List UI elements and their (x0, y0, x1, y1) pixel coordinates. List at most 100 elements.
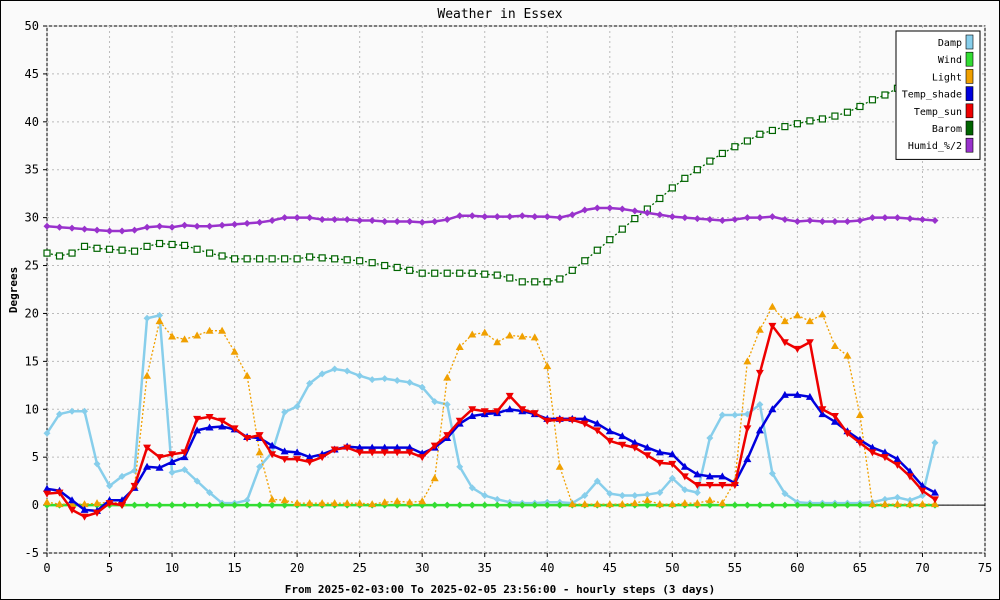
temp-shade-point (680, 462, 689, 470)
light-point (793, 311, 802, 319)
humid-2-point (493, 213, 501, 221)
humid-2-point (556, 214, 564, 222)
damp-point (93, 460, 101, 468)
barom-point (581, 257, 589, 265)
temp-sun-point (655, 459, 664, 467)
temp-shade-point (580, 414, 589, 422)
x-tick-label: 65 (853, 561, 867, 575)
humid-2-point (806, 217, 814, 225)
series-line-light (46, 305, 935, 505)
damp-point (56, 410, 64, 418)
wind-point (256, 501, 264, 509)
damp-point (706, 434, 714, 442)
damp-point (106, 482, 114, 490)
humid-2-point (506, 213, 514, 221)
humid-2-point (706, 216, 714, 224)
barom-point (343, 256, 351, 264)
barom-point (881, 91, 889, 99)
y-tick-label: 45 (25, 67, 39, 81)
light-point (655, 500, 664, 508)
light-point (568, 500, 577, 508)
humid-2-point (618, 205, 626, 213)
legend-label: Light (932, 72, 962, 83)
light-point (593, 500, 602, 508)
damp-point (468, 484, 476, 492)
x-tick-label: 50 (665, 561, 679, 575)
wind-point (493, 501, 501, 509)
light-point (768, 302, 777, 310)
humid-2-point (881, 214, 889, 222)
humid-2-point (718, 217, 726, 225)
humid-2-point (693, 215, 701, 223)
light-point (180, 335, 189, 343)
x-tick-label: 70 (915, 561, 929, 575)
damp-point (81, 407, 89, 415)
y-tick-label: 10 (25, 402, 39, 416)
temp-sun-point (718, 481, 727, 489)
light-point (293, 499, 302, 507)
temp-sun-point (755, 369, 764, 377)
damp-point (68, 407, 76, 415)
temp-shade-point (405, 443, 414, 451)
light-point (243, 371, 252, 379)
barom-point (143, 242, 151, 250)
wind-point (281, 501, 289, 509)
damp-point (181, 466, 189, 474)
temp-sun-point (480, 408, 489, 416)
barom-point (743, 137, 751, 145)
barom-point (268, 255, 276, 263)
temp-sun-point (205, 413, 214, 421)
temp-shade-point (830, 417, 839, 425)
humid-2-point (893, 214, 901, 222)
barom-point (368, 259, 376, 267)
temp-sun-point (780, 339, 789, 347)
humid-2-point (756, 214, 764, 222)
x-tick-label: 0 (43, 561, 50, 575)
light-point (493, 338, 502, 346)
barom-point (393, 263, 401, 272)
temp-sun-point (568, 416, 577, 424)
x-tick-label: 45 (603, 561, 617, 575)
barom-point (818, 115, 827, 123)
humid-2-point (918, 216, 926, 224)
y-axis-label: Degrees (7, 267, 20, 313)
temp-shade-point (380, 443, 389, 451)
humid-2-point (181, 221, 189, 229)
temp-sun-point (305, 458, 314, 466)
barom-point (293, 255, 301, 263)
temp-shade-point (793, 390, 802, 398)
temp-sun-point (505, 392, 514, 400)
barom-point (406, 266, 414, 274)
temp-sun-point (930, 496, 939, 504)
temp-shade-point (268, 441, 277, 449)
temp-shade-point (280, 447, 289, 455)
barom-point (793, 120, 802, 128)
wind-point (143, 501, 151, 509)
x-tick-label: 20 (290, 561, 304, 575)
damp-point (918, 492, 926, 500)
x-tick-label: 75 (978, 561, 992, 575)
temp-sun-point (868, 449, 877, 457)
temp-shade-point (805, 392, 814, 400)
temp-sun-point (118, 502, 127, 510)
barom-point (606, 236, 614, 244)
humid-2-point (68, 224, 76, 232)
light-point (905, 500, 914, 508)
humid-2-point (631, 207, 639, 215)
temp-shade-point (368, 443, 377, 451)
y-tick-label: 25 (25, 259, 39, 273)
temp-sun-point (455, 417, 464, 425)
y-tick-label: 5 (32, 450, 39, 464)
barom-point (556, 275, 564, 283)
light-point (518, 332, 527, 340)
humid-2-point (468, 212, 476, 220)
temp-shade-point (693, 470, 702, 478)
barom-point (856, 102, 864, 111)
humid-2-point (231, 220, 239, 228)
barom-point (93, 244, 101, 252)
damp-point (768, 469, 776, 477)
temp-sun-point (405, 449, 414, 457)
wind-point (168, 501, 176, 509)
wind-point (643, 501, 651, 509)
temp-sun-point (543, 417, 552, 425)
